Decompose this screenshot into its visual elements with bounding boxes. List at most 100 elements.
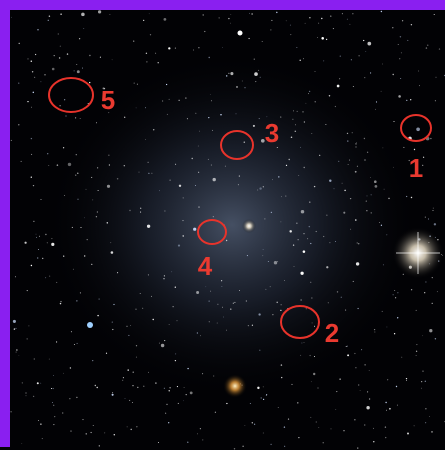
star — [198, 47, 200, 49]
star — [406, 99, 408, 102]
star — [431, 276, 433, 279]
star — [399, 58, 401, 60]
star — [272, 314, 274, 316]
star — [221, 280, 223, 282]
star — [368, 369, 370, 371]
star — [32, 184, 35, 187]
star — [177, 402, 179, 404]
star — [305, 102, 307, 104]
star — [158, 342, 160, 344]
star — [140, 211, 142, 213]
star — [196, 332, 199, 334]
star — [71, 226, 73, 228]
star — [18, 354, 20, 356]
star — [381, 310, 383, 312]
star — [105, 352, 108, 354]
star — [311, 133, 313, 134]
star — [432, 207, 434, 209]
star — [252, 124, 255, 127]
star — [394, 290, 396, 291]
star — [204, 30, 206, 33]
star — [422, 370, 424, 372]
star — [169, 387, 171, 389]
star — [284, 280, 285, 281]
star — [56, 164, 59, 166]
star — [330, 428, 332, 430]
star — [262, 432, 264, 434]
star — [135, 107, 137, 109]
star — [421, 381, 423, 383]
star — [398, 95, 401, 98]
star — [311, 297, 313, 299]
star — [91, 263, 93, 266]
star — [368, 398, 371, 400]
star — [212, 177, 216, 182]
star — [78, 38, 81, 40]
star — [196, 433, 198, 435]
star — [196, 291, 200, 294]
star — [76, 342, 78, 344]
star — [166, 403, 168, 406]
star — [379, 222, 381, 223]
star — [112, 392, 114, 394]
star — [109, 14, 111, 16]
star — [339, 55, 341, 57]
star — [334, 240, 337, 243]
star — [72, 268, 74, 270]
star — [162, 100, 164, 102]
star — [108, 154, 110, 156]
star — [232, 302, 234, 304]
star — [419, 85, 420, 87]
star — [182, 235, 184, 237]
star — [380, 90, 382, 92]
star — [330, 15, 332, 17]
star — [291, 383, 293, 385]
star — [97, 314, 99, 317]
star — [185, 97, 187, 99]
bright-star — [392, 227, 444, 279]
orange-star — [223, 374, 247, 398]
star — [26, 290, 28, 292]
star — [317, 387, 319, 389]
star — [11, 16, 12, 18]
star — [352, 280, 354, 282]
star — [345, 346, 347, 347]
star — [174, 47, 176, 49]
star — [410, 289, 413, 291]
star — [143, 19, 145, 21]
star — [373, 441, 375, 443]
star — [26, 338, 28, 340]
star — [37, 257, 39, 259]
star — [424, 216, 426, 218]
star — [62, 147, 65, 149]
star — [315, 230, 317, 233]
star — [113, 434, 116, 436]
star — [47, 19, 49, 21]
star — [269, 286, 271, 288]
star — [341, 13, 343, 15]
star — [193, 49, 194, 51]
star — [245, 300, 247, 302]
star — [262, 186, 264, 188]
star — [434, 100, 436, 102]
star — [438, 48, 441, 50]
star — [25, 392, 27, 394]
star — [290, 136, 293, 138]
star — [314, 101, 316, 103]
star — [374, 331, 376, 333]
star — [289, 230, 292, 233]
star — [418, 70, 420, 72]
star — [16, 349, 18, 351]
star — [308, 90, 311, 93]
star — [334, 105, 337, 108]
star — [172, 306, 174, 308]
star — [386, 326, 388, 328]
star — [247, 324, 250, 327]
star — [336, 391, 338, 393]
star — [65, 115, 67, 117]
star — [273, 261, 278, 265]
star — [297, 402, 299, 404]
star — [430, 137, 432, 140]
star — [187, 367, 189, 370]
